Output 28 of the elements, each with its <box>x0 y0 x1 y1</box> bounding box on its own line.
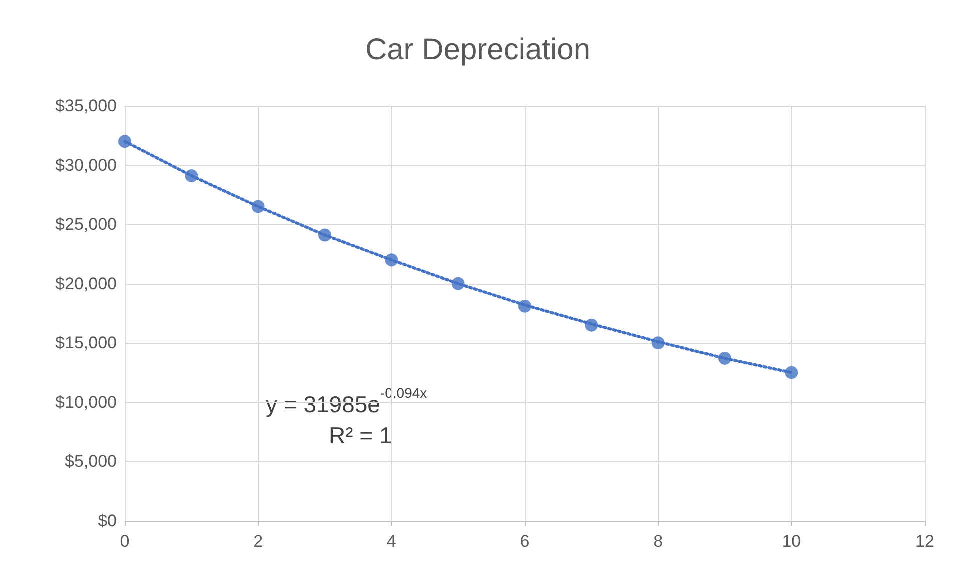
y-tick-label: $25,000 <box>56 215 117 234</box>
x-tick-label: 8 <box>654 532 664 551</box>
annotation: R² = 1 <box>329 422 392 448</box>
y-tick-label: $15,000 <box>56 334 117 353</box>
point <box>252 200 265 214</box>
point <box>652 336 665 350</box>
point <box>452 277 465 290</box>
x-tick-label: 10 <box>782 532 802 551</box>
point <box>118 135 132 148</box>
x-tick-label: 4 <box>386 532 396 551</box>
x-tick-label: 12 <box>916 532 934 551</box>
x-tick-label: 6 <box>520 532 530 551</box>
chart-title: Car Depreciation <box>365 34 591 66</box>
point <box>185 169 198 182</box>
point <box>785 366 798 380</box>
point <box>718 352 732 366</box>
x-tick-label: 0 <box>120 532 130 551</box>
y-tick-label: $35,000 <box>56 96 117 116</box>
point <box>318 228 332 242</box>
point <box>518 300 532 313</box>
y-tick-label: $10,000 <box>56 392 117 412</box>
y-tick-label: $5,000 <box>65 452 117 472</box>
x-tick-label: 2 <box>254 532 264 551</box>
point <box>585 318 598 332</box>
point <box>385 254 398 267</box>
y-tick-label: $30,000 <box>56 156 117 175</box>
y-tick-label: $20,000 <box>56 274 117 294</box>
y-tick-label: $0 <box>98 512 117 530</box>
